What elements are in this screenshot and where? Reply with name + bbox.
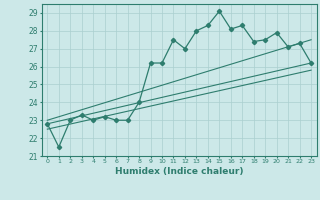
X-axis label: Humidex (Indice chaleur): Humidex (Indice chaleur) bbox=[115, 167, 244, 176]
